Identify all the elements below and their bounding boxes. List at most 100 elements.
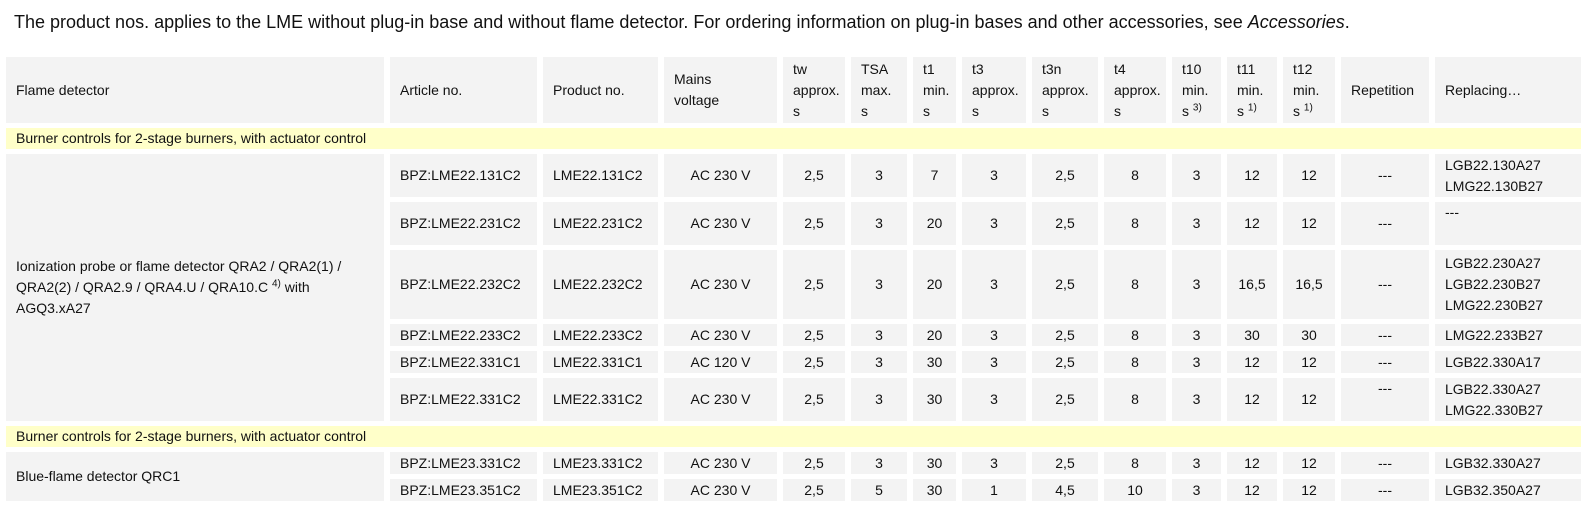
- flame-detector-text: Ionization probe or flame detector QRA2 …: [16, 258, 342, 295]
- column-header-line: t1: [923, 60, 935, 77]
- column-header-line: TSA: [861, 60, 889, 77]
- column-header-line: Flame detector: [16, 81, 110, 98]
- cell-product: LME23.331C2: [543, 452, 658, 474]
- cell-t1: 20: [913, 202, 956, 245]
- cell-t4: 8: [1104, 452, 1166, 474]
- table-row: BPZ:LME22.233C2 LME22.233C2 AC 230 V 2,5 3 20…: [6, 324, 1581, 346]
- column-header: t12 min. s 1): [1283, 57, 1335, 123]
- cell-t3n: 2,5: [1032, 452, 1098, 474]
- cell-t4: 10: [1104, 479, 1166, 501]
- table-row: BPZ:LME22.331C1 LME22.331C1 AC 120 V 2,5 3 30…: [6, 351, 1581, 373]
- column-header: Flame detector: [6, 57, 384, 123]
- cell-t12: 12: [1283, 378, 1335, 421]
- column-header-line: s: [1114, 102, 1121, 119]
- column-header-line: s: [861, 102, 868, 119]
- column-header: TSA max. s: [851, 57, 907, 123]
- cell-t3: 3: [962, 324, 1026, 346]
- cell-replacing: LGB22.330A27 LMG22.330B27: [1435, 378, 1581, 421]
- footnote-ref: 3): [1192, 101, 1202, 113]
- group-title: Burner controls for 2-stage burners, wit…: [6, 128, 1581, 149]
- table-row: BPZ:LME22.232C2 LME22.232C2 AC 230 V 2,5 3 20…: [6, 250, 1581, 319]
- cell-t11: 12: [1227, 154, 1277, 197]
- cell-t1: 30: [913, 452, 956, 474]
- column-header-line: t10: [1182, 60, 1202, 77]
- cell-t3n: 2,5: [1032, 378, 1098, 421]
- column-header-line: s: [1042, 102, 1049, 119]
- column-header: t1 min. s: [913, 57, 956, 123]
- cell-t12: 12: [1283, 452, 1335, 474]
- replacing-item: LGB32.350A27: [1445, 481, 1541, 498]
- cell-replacing: ---: [1435, 202, 1581, 245]
- flame-detector-cell: Ionization probe or flame detector QRA2 …: [6, 154, 384, 421]
- column-header-line: s: [1293, 102, 1300, 119]
- cell-tw: 2,5: [783, 452, 845, 474]
- column-header: t10 min. s 3): [1172, 57, 1221, 123]
- table-row: Ionization probe or flame detector QRA2 …: [6, 154, 1581, 421]
- flame-detector-cell: Blue-flame detector QRC1: [6, 452, 384, 501]
- intro-sentence: The product nos. applies to the LME with…: [14, 12, 1248, 32]
- cell-product: LME22.232C2: [543, 250, 658, 319]
- cell-replacing: LGB22.230A27 LGB22.230B27 LMG22.230B27: [1435, 250, 1581, 319]
- cell-t4: 8: [1104, 378, 1166, 421]
- cell-t3n: 2,5: [1032, 154, 1098, 197]
- footnote-ref: 4): [271, 278, 281, 290]
- cell-mains: AC 230 V: [664, 202, 777, 245]
- cell-t11: 30: [1227, 324, 1277, 346]
- cell-t4: 8: [1104, 351, 1166, 373]
- cell-t12: 16,5: [1283, 250, 1335, 319]
- column-header-line: approx.: [793, 81, 840, 98]
- column-header-line: Repetition: [1351, 81, 1415, 98]
- cell-article: BPZ:LME22.232C2: [390, 250, 537, 319]
- cell-article: BPZ:LME22.331C1: [390, 351, 537, 373]
- cell-replacing: LGB32.350A27: [1435, 479, 1581, 501]
- column-header-line: approx.: [972, 81, 1019, 98]
- cell-t3: 3: [962, 154, 1026, 197]
- replacing-item: ---: [1445, 204, 1459, 220]
- replacing-item: LGB22.230A27: [1445, 255, 1541, 271]
- cell-article: BPZ:LME23.331C2: [390, 452, 537, 474]
- column-header: Product no.: [543, 57, 658, 123]
- cell-t3n: 2,5: [1032, 351, 1098, 373]
- accessories-link[interactable]: Accessories: [1247, 12, 1345, 32]
- cell-t12: 12: [1283, 154, 1335, 197]
- column-header-line: t11: [1237, 60, 1256, 77]
- product-table-wrapper: Flame detector Article no. Product no. Main…: [0, 52, 1593, 506]
- replacing-item: LMG22.230B27: [1445, 297, 1544, 313]
- cell-replacing: LGB22.330A17: [1435, 351, 1581, 373]
- cell-tw: 2,5: [783, 250, 845, 319]
- cell-mains: AC 230 V: [664, 452, 777, 474]
- table-row: BPZ:LME22.331C2 LME22.331C2 AC 230 V 2,5 3 30…: [6, 378, 1581, 421]
- cell-t3: 1: [962, 479, 1026, 501]
- cell-article: BPZ:LME22.131C2: [390, 154, 537, 197]
- cell-t1: 30: [913, 479, 956, 501]
- replacing-item: LGB22.330A17: [1445, 353, 1541, 370]
- group-title: Burner controls for 2-stage burners, wit…: [6, 426, 1581, 447]
- cell-t3: 3: [962, 351, 1026, 373]
- cell-replacing: LGB22.130A27 LMG22.130B27: [1435, 154, 1581, 197]
- column-header: tw approx. s: [783, 57, 845, 123]
- cell-t1: 30: [913, 351, 956, 373]
- column-header: t3n approx. s: [1032, 57, 1098, 123]
- cell-t3n: 2,5: [1032, 324, 1098, 346]
- column-header-line: s: [793, 102, 800, 119]
- column-header-line: max.: [861, 81, 892, 98]
- column-header: t3 approx. s: [962, 57, 1026, 123]
- cell-t3n: 2,5: [1032, 250, 1098, 319]
- cell-product: LME22.231C2: [543, 202, 658, 245]
- cell-t1: 20: [913, 250, 956, 319]
- cell-t3: 3: [962, 250, 1026, 319]
- cell-tw: 2,5: [783, 202, 845, 245]
- cell-tw: 2,5: [783, 154, 845, 197]
- column-header-line: s: [923, 102, 930, 119]
- table-row: BPZ:LME23.351C2 LME23.351C2 AC 230 V 2,5 5 30…: [6, 479, 1581, 501]
- cell-tw: 2,5: [783, 378, 845, 421]
- cell-tsa: 3: [851, 250, 907, 319]
- cell-repetition: ---: [1341, 250, 1429, 319]
- column-header: Article no.: [390, 57, 537, 123]
- column-header-line: approx.: [1042, 81, 1089, 98]
- cell-t12: 30: [1283, 324, 1335, 346]
- cell-repetition: ---: [1341, 324, 1429, 346]
- cell-t3: 3: [962, 378, 1026, 421]
- replacing-item: LGB22.230B27: [1445, 276, 1541, 292]
- footnote-ref: 1): [1303, 101, 1313, 113]
